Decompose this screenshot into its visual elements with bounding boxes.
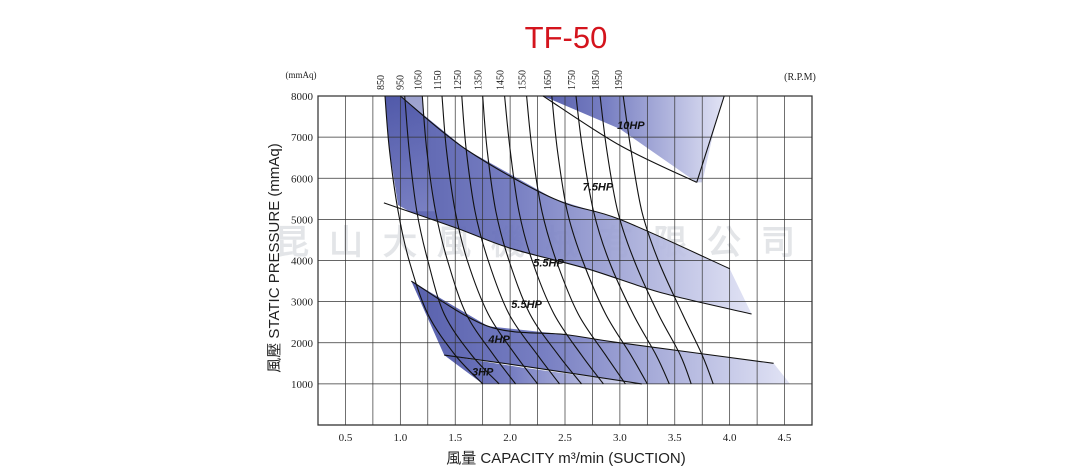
hp-label: 5.5HP: [533, 258, 564, 270]
axis-ticks: 0.5 1.0 1.5 2.0 2.5 3.0 3.5 4.0 4.5 1000 2000 3000 4…: [291, 91, 792, 444]
rpm-curve: [384, 95, 484, 385]
chart-title: TF-50: [525, 20, 608, 55]
rpm-label: 1650: [543, 70, 554, 90]
rpm-curve: [599, 95, 692, 385]
rpm-label: 1550: [518, 70, 529, 90]
x-tick-label: 1.5: [448, 432, 462, 444]
grid: [317, 95, 813, 426]
y-tick-label: 6000: [291, 173, 314, 185]
rpm-curve: [504, 95, 604, 385]
rpm-labels: 850 950 1050 1150 1250 1350 1450 1550 1650 1750 18…: [376, 70, 625, 90]
y-tick-label: 7000: [291, 132, 314, 144]
hp-curve: [399, 95, 730, 270]
hp-labels: 10HP 7.5HP 5.5HP 5.5HP 4HP 3HP: [472, 120, 645, 379]
band-4hp: [411, 281, 790, 384]
hp-label: 7.5HP: [583, 182, 614, 194]
hp-edge: [696, 95, 725, 183]
rpm-label: 950: [396, 75, 407, 90]
rpm-label: 1250: [453, 70, 464, 90]
x-tick-label: 2.5: [558, 432, 572, 444]
y-tick-label: 5000: [291, 214, 314, 226]
rpm-curve: [575, 95, 670, 385]
rpm-label: 850: [376, 75, 387, 90]
rpm-curve: [441, 95, 539, 385]
band-7-5hp: [385, 96, 752, 314]
hp-label: 3HP: [472, 367, 494, 379]
y-unit-label: (mmAq): [286, 70, 317, 80]
x-tick-label: 0.5: [339, 432, 353, 444]
x-tick-label: 3.5: [668, 432, 682, 444]
y-tick-label: 4000: [291, 256, 314, 268]
rpm-curve: [482, 95, 582, 385]
rpm-curves: [384, 95, 714, 385]
y-tick-label: 1000: [291, 379, 314, 391]
hp-curve: [542, 95, 697, 183]
band-3hp: [444, 355, 642, 384]
rpm-label: 1450: [496, 70, 507, 90]
rpm-label: 1950: [614, 70, 625, 90]
rpm-curve: [622, 95, 714, 385]
rpm-curve: [404, 95, 500, 385]
band-10hp: [543, 96, 725, 183]
y-tick-label: 3000: [291, 297, 314, 309]
hp-curve: [411, 280, 774, 364]
rpm-curve: [551, 95, 648, 385]
x-tick-label: 1.0: [393, 432, 407, 444]
hp-label: 5.5HP: [511, 299, 542, 311]
hp-lines: [383, 95, 774, 385]
hp-curve: [383, 202, 752, 315]
x-tick-label: 4.0: [723, 432, 737, 444]
y-tick-label: 2000: [291, 338, 314, 350]
band-left-shade: [385, 96, 436, 212]
y-tick-label: 8000: [291, 91, 314, 103]
rpm-label: 1150: [433, 70, 444, 90]
rpm-label: 1750: [567, 70, 578, 90]
x-axis-title: 風量 CAPACITY m³/min (SUCTION): [446, 450, 685, 467]
x-tick-label: 2.0: [503, 432, 517, 444]
rpm-curve: [421, 95, 517, 385]
rpm-label: 1050: [413, 70, 424, 90]
hp-label: 10HP: [617, 120, 645, 132]
hp-label: 4HP: [487, 334, 510, 346]
rpm-label: 1850: [591, 70, 602, 90]
x-tick-label: 4.5: [778, 432, 792, 444]
hp-bands: [385, 96, 790, 384]
x-tick-label: 3.0: [613, 432, 627, 444]
y-axis-title: 風壓 STATIC PRESSURE (mmAq): [266, 143, 283, 372]
hp-curve: [444, 354, 642, 385]
rpm-unit-label: (R.P.M): [784, 72, 816, 83]
rpm-label: 1350: [474, 70, 485, 90]
